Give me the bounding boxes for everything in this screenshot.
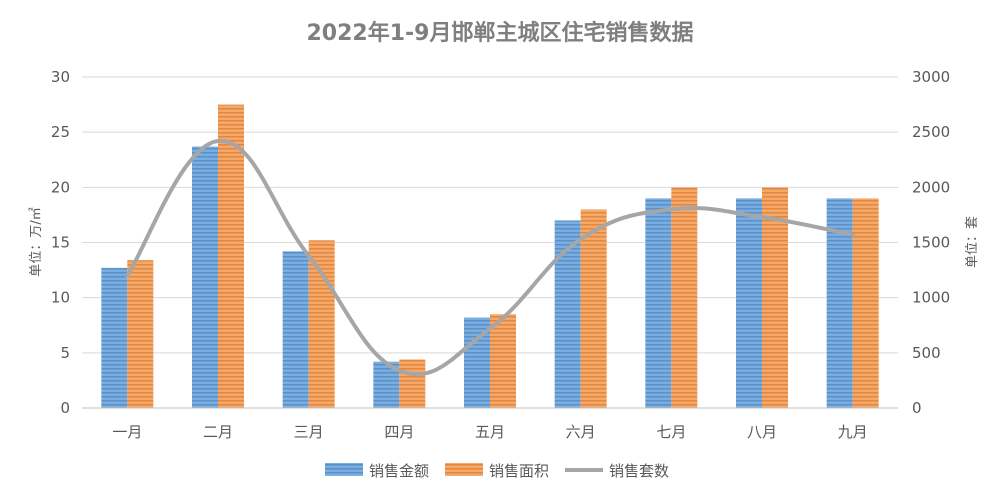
chart-title: 2022年1-9月邯郸主城区住宅销售数据 xyxy=(307,20,694,46)
y-tick-label: 15 xyxy=(51,234,70,252)
bar-sales-area xyxy=(490,314,516,408)
y-axis-label: 单位：万/㎡ xyxy=(29,207,44,276)
bar-sales-area xyxy=(127,260,154,408)
y2-axis-label: 单位：套 xyxy=(964,216,980,268)
y2-tick-label: 1500 xyxy=(912,234,950,252)
legend-label: 销售套数 xyxy=(609,462,669,480)
x-tick-label: 三月 xyxy=(294,423,324,441)
bar-sales-area xyxy=(399,359,426,408)
y2-tick-label: 500 xyxy=(912,344,941,362)
bar-sales-area xyxy=(852,198,879,408)
legend-label: 销售面积 xyxy=(489,462,549,480)
y2-tick-label: 2000 xyxy=(912,178,950,196)
y2-tick-label: 3000 xyxy=(912,68,950,86)
bars xyxy=(101,104,879,408)
x-tick-label: 五月 xyxy=(475,423,505,441)
bar-sales-area xyxy=(580,209,607,408)
y-tick-label: 5 xyxy=(60,344,70,362)
bar-sales-amount xyxy=(101,267,128,408)
bar-sales-area xyxy=(762,187,788,408)
legend-label: 销售金额 xyxy=(369,462,429,480)
bar-sales-area xyxy=(308,240,335,408)
legend: 销售金额 销售面积 销售套数 xyxy=(325,462,669,480)
line-sales-units xyxy=(125,138,855,377)
y-tick-label: 20 xyxy=(51,178,70,196)
bar-sales-amount xyxy=(282,251,309,408)
line-series xyxy=(125,138,855,377)
y-tick-label: 30 xyxy=(51,68,70,86)
axes: 0 5 10 15 20 25 30 0 500 1000 1500 2000 2500 3000 一月 二月… xyxy=(51,68,950,441)
x-tick-label: 四月 xyxy=(384,423,414,441)
legend-swatch xyxy=(445,463,483,476)
bar-sales-amount xyxy=(554,220,581,408)
x-tick-label: 七月 xyxy=(656,423,686,441)
y2-tick-label: 1000 xyxy=(912,289,950,307)
x-tick-label: 九月 xyxy=(838,423,868,441)
bar-sales-amount xyxy=(192,146,218,408)
x-tick-label: 二月 xyxy=(203,423,233,441)
y-tick-label: 10 xyxy=(51,289,70,307)
bar-sales-amount xyxy=(736,198,762,408)
x-tick-label: 八月 xyxy=(747,423,777,441)
bar-sales-amount xyxy=(645,198,672,408)
bar-sales-area xyxy=(671,187,698,408)
x-tick-label: 六月 xyxy=(566,423,596,441)
x-tick-label: 一月 xyxy=(112,423,142,441)
bar-sales-area xyxy=(218,104,244,408)
y2-tick-label: 2500 xyxy=(912,123,950,141)
y2-tick-label: 0 xyxy=(912,399,922,417)
y-tick-label: 0 xyxy=(60,399,70,417)
y-tick-label: 25 xyxy=(51,123,70,141)
legend-swatch xyxy=(325,463,363,476)
